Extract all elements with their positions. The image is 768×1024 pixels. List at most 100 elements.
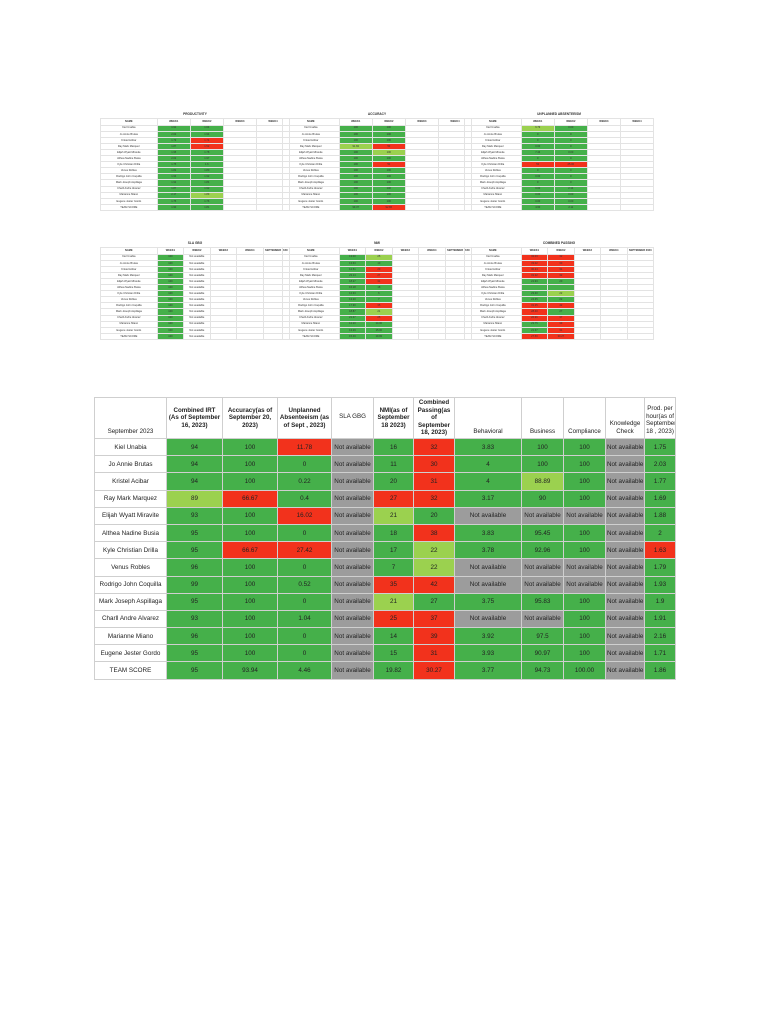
metric-cell: 3.17: [454, 489, 522, 508]
mini-col-header: WEEK2: [183, 247, 211, 255]
agent-name: Charll Andre Alvarez: [94, 609, 167, 629]
metric-cell: 3.83: [454, 523, 522, 543]
mini-col-header: WEEK4: [418, 247, 446, 255]
metric-cell: 1.79: [644, 558, 676, 577]
agent-name: Althea Nadine Busia: [94, 523, 167, 543]
metric-cell: 3.75: [454, 592, 522, 611]
mini-cell: 1.81: [189, 203, 224, 211]
metric-cell: 0.52: [277, 575, 332, 594]
metric-cell: 30.27: [413, 661, 455, 680]
metric-cell: 92.96: [521, 541, 564, 560]
metric-cell: 100: [222, 558, 278, 577]
metric-cell: 25: [373, 609, 414, 629]
mini-col-header: WEEK1: [156, 118, 191, 126]
metric-cell: 100: [563, 541, 606, 560]
metric-cell: 100: [563, 627, 606, 646]
metric-cell: 1.77: [644, 472, 676, 491]
metric-cell: 88.89: [521, 472, 564, 491]
metric-cell: 16.02: [277, 506, 332, 525]
metric-cell: 100: [563, 609, 606, 629]
metric-cell: Not available: [331, 489, 374, 508]
metric-cell: Not available: [331, 609, 374, 629]
metric-cell: 100: [222, 437, 278, 457]
mini-row-name: TEAM SCORE: [282, 332, 340, 340]
mini-col-header: NAME: [100, 247, 158, 255]
metric-cell: 1.91: [644, 609, 676, 629]
metric-cell: 99: [166, 575, 223, 594]
metric-cell: Not available: [605, 472, 645, 491]
metric-cell: 100: [521, 437, 564, 457]
mini-col-header: WEEK2: [553, 118, 588, 126]
agent-name: Kiel Unabia: [94, 437, 167, 457]
table-row: Elijah Wyatt Miravite 93 100 16.02 Not avail…: [94, 506, 676, 525]
metric-cell: 21: [373, 506, 414, 525]
mini-empty-cell: [626, 332, 654, 340]
metric-cell: 100: [563, 437, 606, 457]
metric-cell: Not available: [605, 489, 645, 508]
metric-cell: Not available: [331, 627, 374, 646]
metric-cell: 95: [166, 661, 223, 680]
mini-col-header: WEEK4: [236, 247, 264, 255]
mini-cell: 15.49: [338, 332, 367, 340]
metric-cell: 19.82: [373, 661, 414, 680]
mini-cell: Not available: [183, 332, 211, 340]
metric-cell: 1.71: [644, 644, 676, 663]
metric-cell: Not available: [331, 437, 374, 457]
metric-cell: 1.88: [644, 506, 676, 525]
metric-cell: 1.75: [644, 437, 676, 457]
metric-cell: 3.93: [454, 644, 522, 663]
metric-cell: 100: [222, 644, 278, 663]
mini-empty-cell: [573, 332, 602, 340]
mini-col-header: NAME: [282, 118, 340, 126]
metric-cell: Not available: [454, 575, 522, 594]
table-row: Althea Nadine Busia 95 100 0 Not available 18…: [94, 523, 676, 543]
agent-name: Marianne Miano: [94, 627, 167, 646]
table-row: Mark Joseph Aspillaga 95 100 0 Not available…: [94, 592, 676, 611]
metric-cell: 0.22: [277, 472, 332, 491]
table-row: Kristel Acibar 94 100 0.22 Not available 20 31…: [94, 472, 676, 491]
metric-cell: Not available: [331, 506, 374, 525]
metric-cell: Not available: [521, 558, 564, 577]
mini-col-header: WEEK1: [520, 247, 549, 255]
metric-cell: 3.83: [454, 437, 522, 457]
metric-cell: 17: [373, 541, 414, 560]
col-header-prod-per-hour: Prod. per hour(as of September 18 , 2023…: [644, 397, 676, 439]
metric-cell: 30: [413, 455, 455, 474]
metric-cell: 3.92: [454, 627, 522, 646]
mini-empty-cell: [391, 332, 420, 340]
mini-header-row: NAME WEEK1 WEEK2 WEEK3 WEEK4: [464, 118, 655, 126]
metric-cell: 97.5: [521, 627, 564, 646]
metric-cell: Not available: [605, 661, 645, 680]
col-header-combined-passing: Combined Passing(as of September 18, 202…: [413, 397, 455, 439]
metric-cell: 22: [413, 541, 455, 560]
col-header-month: September 2023: [94, 397, 167, 439]
agent-name: Mark Joseph Aspillaga: [94, 592, 167, 611]
mini-row: Marianne Miano 12.20 14.00: [282, 320, 472, 328]
metric-cell: 27.42: [277, 541, 332, 560]
metric-cell: 11: [373, 455, 414, 474]
metric-cell: 100: [563, 523, 606, 543]
metric-cell: 16: [373, 437, 414, 457]
agent-name: Jo Annie Brutas: [94, 455, 167, 474]
metric-cell: 93: [166, 609, 223, 629]
col-header-sla-gbg: SLA GBG: [331, 397, 374, 439]
metric-cell: 15: [373, 644, 414, 663]
mini-row: Kristel Acibar 1.79 1.74: [100, 136, 291, 144]
mini-cell: 100: [156, 332, 185, 340]
mini-row: TEAM SCORE 1.90 1.81: [100, 203, 291, 211]
mini-empty-cell: [418, 332, 446, 340]
metric-cell: Not available: [331, 661, 374, 680]
metric-cell: 27: [373, 489, 414, 508]
metric-cell: Not available: [331, 523, 374, 543]
metric-cell: 22: [413, 558, 455, 577]
metric-cell: Not available: [521, 609, 564, 629]
mini-col-header: WEEK3: [586, 118, 621, 126]
metric-cell: 94: [166, 455, 223, 474]
metric-cell: 18: [373, 523, 414, 543]
metric-cell: 94: [166, 472, 223, 491]
mini-col-header: WEEK3: [391, 247, 420, 255]
metric-cell: Not available: [331, 592, 374, 611]
mini-header-row: NAME WEEK1 WEEK2 WEEK3 WEEK4: [100, 118, 291, 126]
mini-table-nmi: NMI NAME WEEK1 WEEK2 WEEK3 WEEK4 SEPTEMBER RUN…: [282, 241, 472, 340]
metric-cell: 11.78: [277, 437, 332, 457]
